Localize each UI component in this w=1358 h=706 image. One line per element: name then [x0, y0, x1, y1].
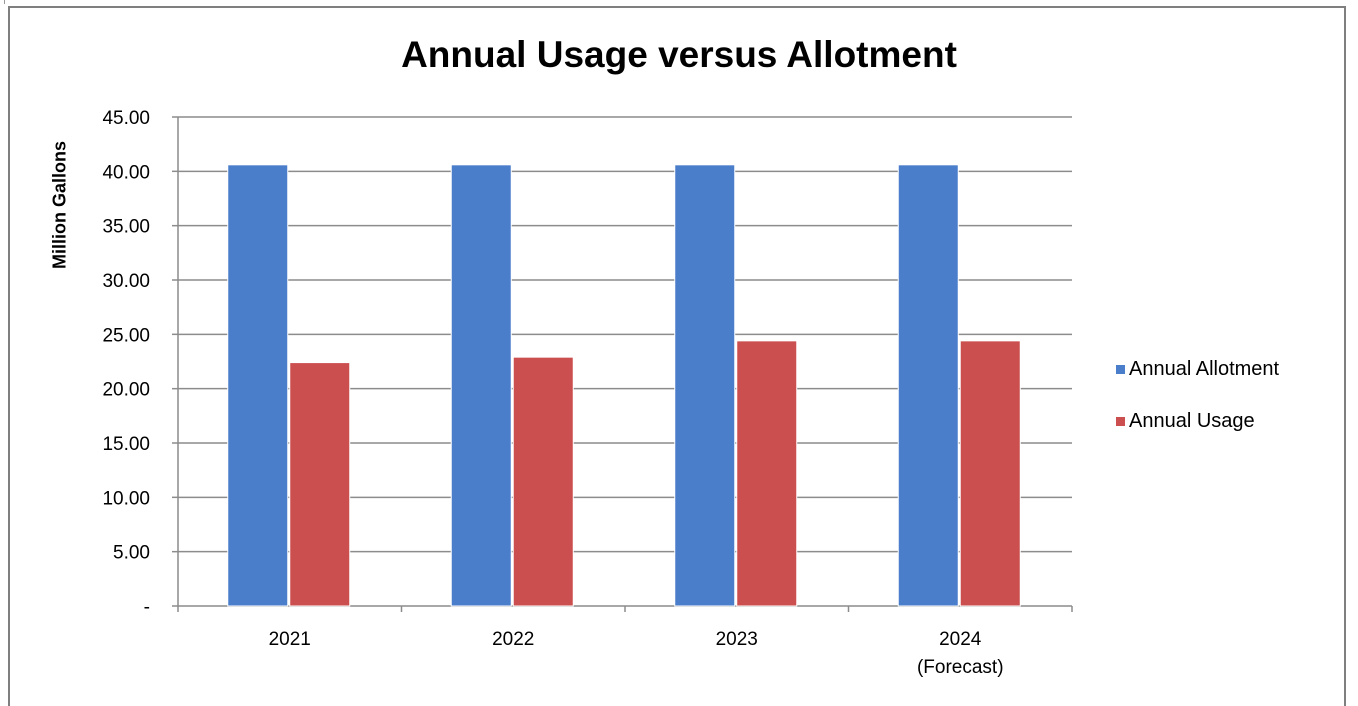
bar-annual-allotment — [227, 164, 289, 607]
legend-item-annual-usage: Annual Usage — [1116, 407, 1279, 435]
x-tick-label: 2024 — [939, 629, 982, 650]
y-tick-label: 25.00 — [102, 325, 150, 346]
legend-swatch-annual-usage — [1116, 416, 1125, 426]
y-tick-label: - — [144, 597, 150, 618]
y-tick-label: 40.00 — [102, 162, 150, 183]
legend-swatch-annual-allotment — [1116, 364, 1125, 374]
bar-annual-allotment — [450, 164, 512, 607]
y-tick-label: 35.00 — [102, 217, 150, 238]
x-tick-label: 2022 — [492, 629, 534, 650]
y-tick-label: 5.00 — [113, 543, 150, 564]
bar-annual-usage — [736, 340, 798, 607]
chart-title: Annual Usage versus Allotment — [401, 34, 957, 75]
x-tick-label: (Forecast) — [917, 657, 1004, 678]
y-tick-label: 45.00 — [102, 108, 150, 129]
legend-label-annual-allotment: Annual Allotment — [1129, 357, 1280, 380]
x-tick-label: 2023 — [716, 629, 758, 650]
bar-annual-usage — [959, 340, 1021, 607]
y-tick-label: 20.00 — [102, 380, 150, 401]
bar-annual-allotment — [674, 164, 736, 607]
y-tick-label: 10.00 — [102, 488, 150, 509]
legend-label-annual-usage: Annual Usage — [1129, 409, 1255, 432]
bar-annual-usage — [289, 362, 351, 607]
bar-annual-allotment — [897, 164, 959, 607]
legend: Annual Allotment Annual Usage — [1116, 355, 1279, 459]
bar-annual-usage — [512, 356, 574, 607]
y-tick-label: 30.00 — [102, 271, 150, 292]
legend-item-annual-allotment: Annual Allotment — [1116, 355, 1279, 383]
x-tick-label: 2021 — [269, 629, 311, 650]
corner-mark — [4, 0, 11, 4]
y-tick-label: 15.00 — [102, 434, 150, 455]
